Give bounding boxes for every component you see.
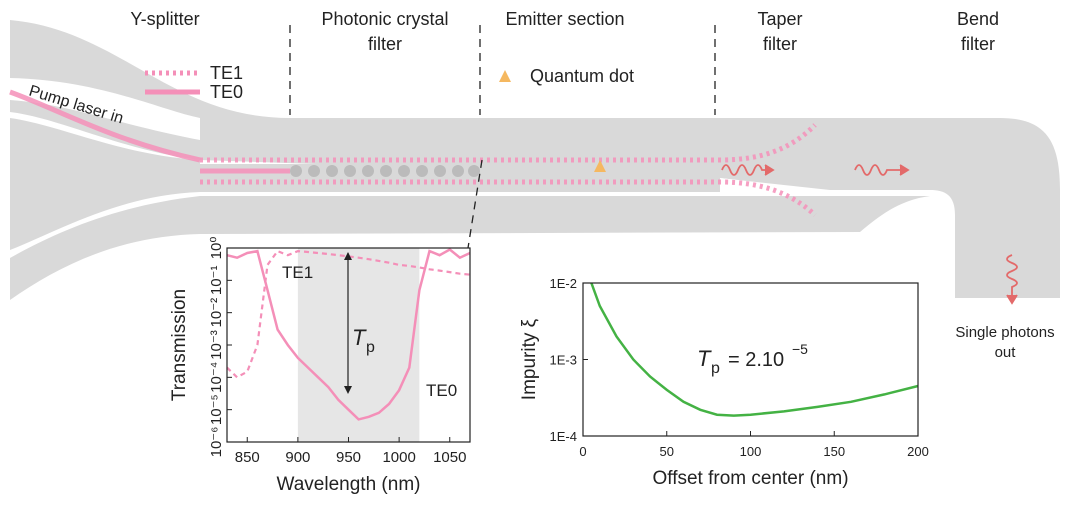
shaded-region [297,248,420,442]
legend-swatch [499,70,511,82]
legend-label: Quantum dot [530,66,634,86]
funnel [10,118,200,250]
annotation: p [366,339,375,356]
section-label: filter [961,34,995,54]
y-tick-label: 10⁻² [208,298,225,328]
y-tick-label: 10⁻⁵ [208,394,225,425]
section-label: Emitter section [505,9,624,29]
series-line [226,247,471,421]
annotation: T [352,325,367,350]
y-tick-label: 10⁰ [208,237,225,260]
annotation: T [697,346,712,371]
y-tick-label: 1E-4 [550,429,577,444]
legend-label: TE0 [210,82,243,102]
x-tick-label: 50 [660,444,674,459]
section-label: Taper [757,9,802,29]
legend-label: TE1 [210,63,243,83]
quantum-dot [594,160,606,172]
y-tick-label: 10⁻¹ [208,266,225,296]
x-axis-label: Wavelength (nm) [277,474,421,495]
section-label: Bend [957,9,999,29]
x-tick-label: 900 [285,449,310,466]
photon-arrows [721,164,1018,305]
y-tick-label: 10⁻⁶ [208,427,225,458]
series-label: TE1 [282,263,313,282]
section-label: filter [763,34,797,54]
y-tick-label: 10⁻³ [208,330,225,360]
y-axis-label: Transmission [169,289,190,401]
series-line [226,249,471,379]
series-line [590,282,919,417]
waveguide [10,20,1060,300]
y-tick-label: 1E-2 [550,276,577,291]
y-axis-label: Impurity ξ [519,318,540,400]
section-label: Y-splitter [130,9,199,29]
annotation: = 2.10 [728,349,784,371]
output-label: Single photons [955,324,1054,341]
upper-guide [10,20,1060,298]
annotation: p [711,360,720,377]
section-label: filter [368,34,402,54]
y-tick-label: 1E-3 [550,353,577,368]
x-axis-label: Offset from center (nm) [652,468,848,489]
te1-mode [200,123,817,217]
x-tick-label: 200 [907,444,929,459]
transmission-chart: 850 900 950 1000 1050 10⁻⁶ 10⁻⁵10⁻⁴ 10⁻³ 10⁻² 10⁻… [169,237,471,495]
x-tick-label: 150 [823,444,845,459]
section-dividers [289,25,716,249]
output-label: out [995,344,1017,361]
section-label: Photonic crystal [321,9,448,29]
x-tick-label: 100 [740,444,762,459]
y-tick-label: 10⁻⁴ [208,362,225,393]
x-tick-label: 1000 [382,449,415,466]
x-tick-label: 950 [336,449,361,466]
photonic-crystal [290,165,480,177]
series-label: TE0 [426,381,457,400]
te0-mode [9,89,290,174]
x-tick-label: 0 [579,444,586,459]
x-tick-label: 1050 [433,449,466,466]
impurity-chart: 0 50 100 150 200 1E-4 1E-3 1E-2 Offset from cent… [519,276,929,489]
annotation: −5 [792,341,808,357]
x-tick-label: 850 [235,449,260,466]
